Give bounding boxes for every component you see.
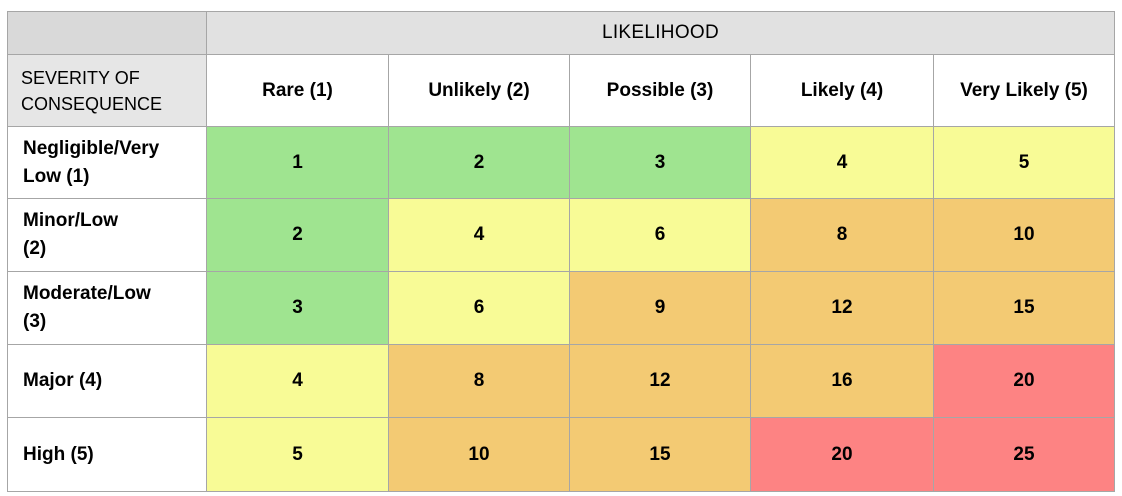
risk-score-cell: 15 bbox=[569, 417, 751, 492]
risk-score-cell: 2 bbox=[206, 198, 389, 272]
column-header-very-likely: Very Likely (5) bbox=[933, 54, 1115, 127]
column-header-rare: Rare (1) bbox=[206, 54, 389, 127]
row-header-negligible: Negligible/Very Low (1) bbox=[7, 126, 207, 199]
likelihood-header: LIKELIHOOD bbox=[206, 11, 1115, 55]
risk-score-cell: 3 bbox=[206, 271, 389, 345]
risk-score-cell: 4 bbox=[388, 198, 570, 272]
risk-score-cell: 16 bbox=[750, 344, 934, 418]
column-header-unlikely: Unlikely (2) bbox=[388, 54, 570, 127]
risk-score-cell: 8 bbox=[750, 198, 934, 272]
row-header-moderate: Moderate/Low (3) bbox=[7, 271, 207, 345]
row-header-major: Major (4) bbox=[7, 344, 207, 418]
risk-score-cell: 10 bbox=[933, 198, 1115, 272]
risk-score-cell: 12 bbox=[750, 271, 934, 345]
risk-score-cell: 20 bbox=[933, 344, 1115, 418]
risk-score-cell: 2 bbox=[388, 126, 570, 199]
risk-score-cell: 20 bbox=[750, 417, 934, 492]
risk-score-cell: 12 bbox=[569, 344, 751, 418]
row-header-line1: Negligible/Very bbox=[23, 137, 160, 159]
risk-score-cell: 25 bbox=[933, 417, 1115, 492]
risk-score-cell: 4 bbox=[206, 344, 389, 418]
risk-score-cell: 10 bbox=[388, 417, 570, 492]
severity-header-line1: SEVERITY OF bbox=[21, 67, 140, 88]
risk-matrix-table: LIKELIHOOD SEVERITY OF CONSEQUENCE Rare … bbox=[7, 11, 1115, 492]
severity-header: SEVERITY OF CONSEQUENCE bbox=[7, 54, 207, 127]
risk-score-cell: 5 bbox=[933, 126, 1115, 199]
risk-score-cell: 1 bbox=[206, 126, 389, 199]
risk-score-cell: 3 bbox=[569, 126, 751, 199]
severity-header-line2: CONSEQUENCE bbox=[21, 93, 163, 114]
row-header-line2: Low (1) bbox=[23, 165, 90, 187]
risk-score-cell: 6 bbox=[569, 198, 751, 272]
table-row: High (5) 5 10 15 20 25 bbox=[7, 417, 1115, 492]
column-header-possible: Possible (3) bbox=[569, 54, 751, 127]
risk-score-cell: 6 bbox=[388, 271, 570, 345]
corner-cell bbox=[7, 11, 207, 55]
risk-score-cell: 5 bbox=[206, 417, 389, 492]
column-header-likely: Likely (4) bbox=[750, 54, 934, 127]
row-header-line1: Moderate/Low bbox=[23, 283, 151, 304]
row-header-minor: Minor/Low (2) bbox=[7, 198, 207, 272]
table-row: Minor/Low (2) 2 4 6 8 10 bbox=[7, 198, 1115, 272]
risk-score-cell: 15 bbox=[933, 271, 1115, 345]
row-header-line2: (2) bbox=[23, 238, 47, 259]
row-header-line1: Minor/Low bbox=[23, 210, 118, 231]
risk-score-cell: 9 bbox=[569, 271, 751, 345]
row-header-high: High (5) bbox=[7, 417, 207, 492]
risk-score-cell: 4 bbox=[750, 126, 934, 199]
risk-score-cell: 8 bbox=[388, 344, 570, 418]
row-header-line2: (3) bbox=[23, 311, 47, 332]
table-row: Negligible/Very Low (1) 1 2 3 4 5 bbox=[7, 126, 1115, 199]
table-row: Moderate/Low (3) 3 6 9 12 15 bbox=[7, 271, 1115, 345]
table-row: Major (4) 4 8 12 16 20 bbox=[7, 344, 1115, 418]
